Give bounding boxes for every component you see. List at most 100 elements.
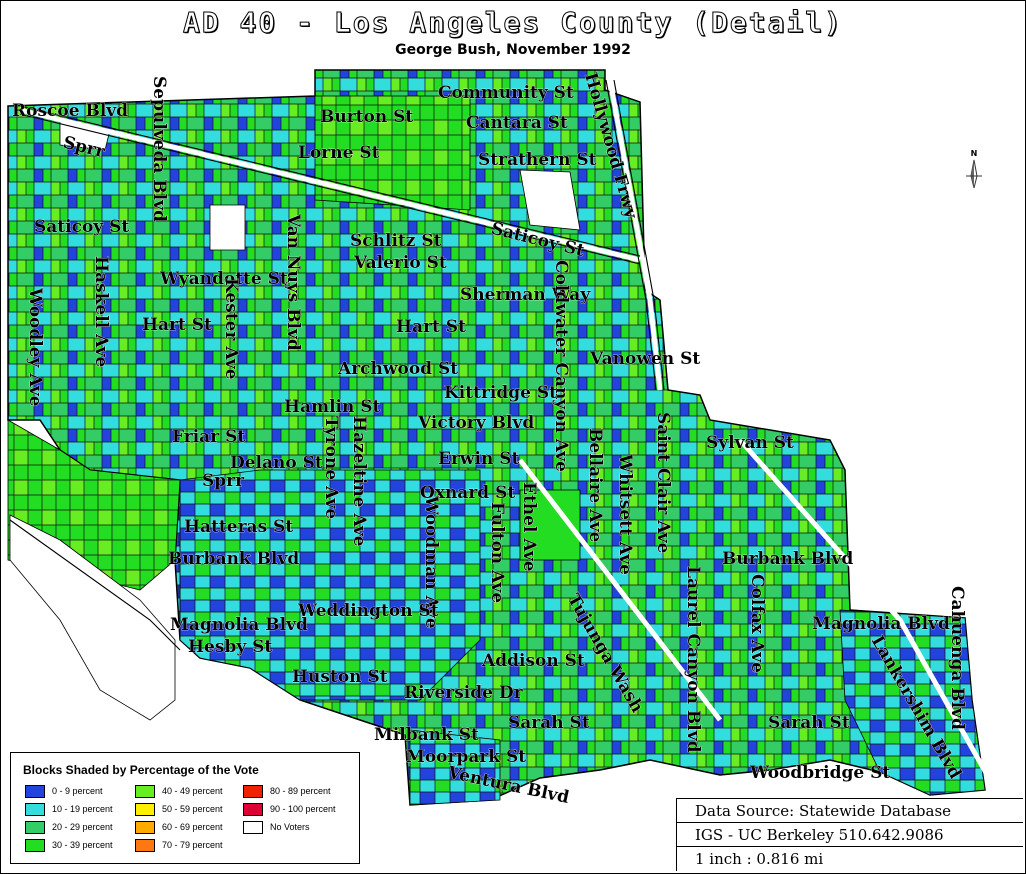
legend-item: 70 - 79 percent <box>135 839 223 852</box>
street-label-sylvan-st: Sylvan St <box>706 433 794 453</box>
street-label-vanowen-st: Vanowen St <box>589 349 700 369</box>
map-subtitle: George Bush, November 1992 <box>395 42 631 58</box>
street-label-roscoe-blvd: Roscoe Blvd <box>12 101 128 121</box>
street-label-whitsett-ave: Whitsett Ave <box>615 453 635 575</box>
legend-swatch <box>135 785 155 798</box>
legend-item: 20 - 29 percent <box>25 821 113 834</box>
legend-label: 10 - 19 percent <box>52 803 113 814</box>
street-label-delano-st: Delano St <box>230 453 323 473</box>
street-label-schlitz-st: Schlitz St <box>350 231 442 251</box>
legend-item: 60 - 69 percent <box>135 821 223 834</box>
street-label-coldwater-canyon-ave: Coldwater Canyon Ave <box>551 260 571 472</box>
street-label-woodbridge-st: Woodbridge St <box>749 763 890 783</box>
street-label-lorne-st: Lorne St <box>298 143 380 163</box>
street-label-huston-st: Huston St <box>292 667 388 687</box>
legend-item: 0 - 9 percent <box>25 785 103 798</box>
legend-swatch <box>25 803 45 816</box>
street-label-fulton-ave: Fulton Ave <box>487 502 507 603</box>
street-label-bellaire-ave: Bellaire Ave <box>585 428 605 543</box>
street-label-burbank-blvd-west: Burbank Blvd <box>168 549 299 569</box>
street-label-milbank-st: Milbank St <box>374 725 479 745</box>
map-title: AD 40 - Los Angeles County (Detail) <box>182 6 843 40</box>
street-label-colfax-ave: Colfax Ave <box>747 574 767 673</box>
legend-label: No Voters <box>270 821 310 832</box>
legend-title: Blocks Shaded by Percentage of the Vote <box>23 763 259 777</box>
street-label-haskell-ave: Haskell Ave <box>91 256 111 367</box>
legend-label: 30 - 39 percent <box>52 839 113 850</box>
legend-label: 20 - 29 percent <box>52 821 113 832</box>
street-label-sarah-st-west: Sarah St <box>508 713 590 733</box>
source-box: Data Source: Statewide Database IGS - UC… <box>676 798 1023 871</box>
legend-label: 90 - 100 percent <box>270 803 336 814</box>
street-label-magnolia-blvd-east: Magnolia Blvd <box>812 614 950 634</box>
street-label-woodley-ave: Woodley Ave <box>25 287 45 407</box>
street-label-kittridge-st: Kittridge St <box>444 383 557 403</box>
street-label-sarah-st-east: Sarah St <box>768 713 850 733</box>
street-label-community-st: Community St <box>438 83 574 103</box>
legend-swatch <box>135 803 155 816</box>
legend-item: 80 - 89 percent <box>243 785 331 798</box>
legend-item: No Voters <box>243 821 310 834</box>
street-label-hesby-st: Hesby St <box>188 637 272 657</box>
street-label-van-nuys-blvd: Van Nuys Blvd <box>283 213 303 351</box>
legend-label: 0 - 9 percent <box>52 785 103 796</box>
district-area <box>7 69 986 806</box>
legend-swatch <box>135 839 155 852</box>
street-label-woodman-ave: Woodman Ave <box>421 495 441 629</box>
street-label-cantara-st: Cantara St <box>466 113 568 133</box>
credit-line: IGS - UC Berkeley 510.642.9086 <box>677 823 1023 847</box>
legend-item: 50 - 59 percent <box>135 803 223 816</box>
street-label-hart-st-east: Hart St <box>396 317 466 337</box>
street-label-erwin-st: Erwin St <box>438 449 520 469</box>
street-label-moorpark-st: Moorpark St <box>406 747 526 767</box>
street-label-addison-st: Addison St <box>481 651 585 671</box>
street-labels: Roscoe Blvd Sprr Sepulveda Blvd Burton St Co… <box>12 70 968 808</box>
legend-item: 90 - 100 percent <box>243 803 336 816</box>
street-label-valerio-st: Valerio St <box>353 253 447 273</box>
data-source-line: Data Source: Statewide Database <box>677 799 1023 823</box>
transport-lines <box>19 79 993 782</box>
no-voter-areas <box>9 119 581 721</box>
street-label-riverside-dr: Riverside Dr <box>404 683 524 703</box>
street-label-hart-st-west: Hart St <box>142 315 212 335</box>
legend-label: 60 - 69 percent <box>162 821 223 832</box>
street-label-friar-st: Friar St <box>172 427 245 447</box>
legend-item: 30 - 39 percent <box>25 839 113 852</box>
legend: Blocks Shaded by Percentage of the Vote … <box>10 752 360 864</box>
street-label-laurel-canyon-blvd: Laurel Canyon Blvd <box>683 566 703 753</box>
street-label-archwood-st: Archwood St <box>337 359 458 379</box>
legend-swatch <box>135 821 155 834</box>
legend-swatch <box>25 785 45 798</box>
legend-swatch <box>243 803 263 816</box>
legend-swatch <box>25 839 45 852</box>
street-label-strathern-st: Strathern St <box>478 150 597 170</box>
street-label-wyandotte-st: Wyandotte St <box>159 269 288 289</box>
north-arrow-icon: N <box>966 149 982 189</box>
street-label-tyrone-ave: Tyrone Ave <box>321 416 341 519</box>
street-label-hamlin-st: Hamlin St <box>284 397 381 417</box>
street-label-kester-ave: Kester Ave <box>221 278 241 380</box>
street-label-sepulveda-blvd: Sepulveda Blvd <box>149 76 169 222</box>
legend-swatch <box>25 821 45 834</box>
legend-swatch <box>243 821 263 834</box>
street-label-sherman-way: Sherman Way <box>460 285 591 305</box>
street-label-ethel-ave: Ethel Ave <box>519 482 539 572</box>
street-label-oxnard-st: Oxnard St <box>420 483 515 503</box>
scale-line: 1 inch : 0.816 mi <box>695 850 824 868</box>
street-label-saticoy-st-west: Saticoy St <box>34 217 129 237</box>
legend-item: 40 - 49 percent <box>135 785 223 798</box>
street-label-burton-st: Burton St <box>320 107 413 127</box>
legend-swatch <box>243 785 263 798</box>
street-label-weddington-st: Weddington St <box>297 601 439 621</box>
street-label-burbank-blvd-east: Burbank Blvd <box>722 549 853 569</box>
legend-label: 50 - 59 percent <box>162 803 223 814</box>
legend-label: 80 - 89 percent <box>270 785 331 796</box>
street-label-victory-blvd: Victory Blvd <box>417 413 534 433</box>
street-label-saint-clair-ave: Saint Clair Ave <box>653 412 673 554</box>
street-label-hatteras-st: Hatteras St <box>184 517 293 537</box>
north-label: N <box>971 149 978 158</box>
street-label-magnolia-blvd-west: Magnolia Blvd <box>170 615 308 635</box>
legend-label: 70 - 79 percent <box>162 839 223 850</box>
legend-label: 40 - 49 percent <box>162 785 223 796</box>
